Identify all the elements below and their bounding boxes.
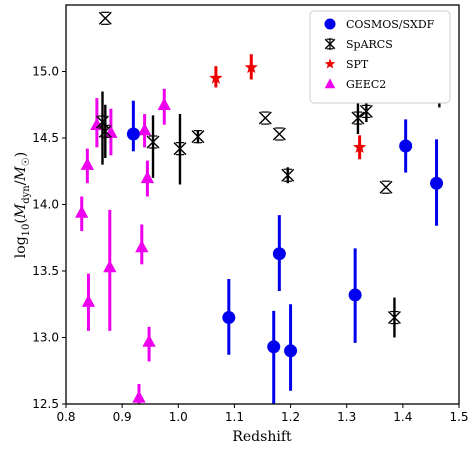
cosmos-sxdf-point (267, 310, 281, 404)
sparcs-point (98, 104, 112, 158)
cosmos-sxdf-point (222, 278, 236, 355)
legend-label: SpARCS (346, 38, 393, 51)
geec2-point (132, 384, 146, 404)
geec2-point (157, 88, 171, 125)
y-tick-label: 13.0 (32, 331, 59, 345)
sparcs-point (146, 115, 160, 178)
geec2-point (81, 273, 96, 331)
geec2-point (103, 209, 117, 331)
y-tick-label: 14.0 (32, 198, 59, 212)
sparcs-point (272, 127, 286, 141)
legend-label: GEEC2 (346, 78, 386, 91)
cosmos-sxdf-point (430, 139, 444, 226)
geec2-point (80, 148, 94, 184)
legend: COSMOS/SXDF SpARCS SPT GEEC2 (309, 10, 451, 104)
sparcs-point (98, 11, 112, 25)
geec2-point (140, 160, 155, 197)
legend-label: COSMOS/SXDF (346, 18, 435, 31)
sparcs-point (359, 100, 373, 123)
spt-point (244, 54, 258, 80)
y-axis: 12.5 13.0 13.5 14.0 14.5 15.0 (32, 65, 66, 411)
svg-text:log10(Mdyn/M☉): log10(Mdyn/M☉) (13, 152, 32, 258)
x-axis-label: Redshift (232, 429, 292, 445)
cosmos-sxdf-point (284, 304, 298, 391)
spt-point (209, 66, 223, 88)
sparcs-point (258, 111, 272, 125)
x-tick-label: 1.4 (393, 410, 412, 424)
x-tick-label: 1.1 (225, 410, 244, 424)
x-tick-label: 0.9 (113, 410, 132, 424)
sparcs-point (379, 180, 393, 194)
geec2-point (137, 114, 152, 148)
geec2-point (142, 326, 156, 362)
geec2-point (75, 196, 89, 232)
data-marks (75, 11, 446, 404)
legend-marker (324, 58, 336, 69)
geec2-point (104, 108, 118, 156)
x-tick-label: 1.2 (281, 410, 300, 424)
sparcs-point (191, 130, 205, 144)
y-tick-label: 15.0 (32, 65, 59, 79)
cosmos-sxdf-point (348, 248, 362, 343)
sparcs-point (351, 100, 365, 135)
x-axis: 0.8 0.9 1.0 1.1 1.2 1.3 1.4 1.5 (56, 404, 469, 424)
geec2-point (135, 224, 149, 265)
cosmos-sxdf-point (272, 215, 286, 291)
legend-label: SPT (346, 58, 369, 71)
y-tick-label: 14.5 (32, 131, 59, 145)
legend-item-geec2: GEEC2 (324, 78, 386, 91)
y-tick-label: 13.5 (32, 264, 59, 278)
legend-item-spt: SPT (324, 58, 369, 71)
cosmos-sxdf-point (126, 100, 140, 152)
y-tick-label: 12.5 (32, 397, 59, 411)
legend-marker (324, 38, 336, 50)
legend-marker (324, 78, 336, 89)
spt-point (352, 135, 367, 160)
x-tick-label: 1.5 (449, 410, 468, 424)
legend-item-cosmos-sxdf: COSMOS/SXDF (324, 18, 435, 31)
sparcs-point (281, 167, 295, 184)
x-tick-label: 1.0 (169, 410, 188, 424)
x-tick-label: 0.8 (56, 410, 75, 424)
sparcs-point (387, 297, 401, 338)
y-axis-label: log10(Mdyn/M☉) (13, 152, 32, 258)
x-tick-label: 1.3 (337, 410, 356, 424)
legend-marker (324, 18, 336, 30)
legend-item-sparcs: SpARCS (324, 38, 393, 51)
sparcs-point (173, 114, 187, 185)
cosmos-sxdf-point (399, 119, 413, 173)
